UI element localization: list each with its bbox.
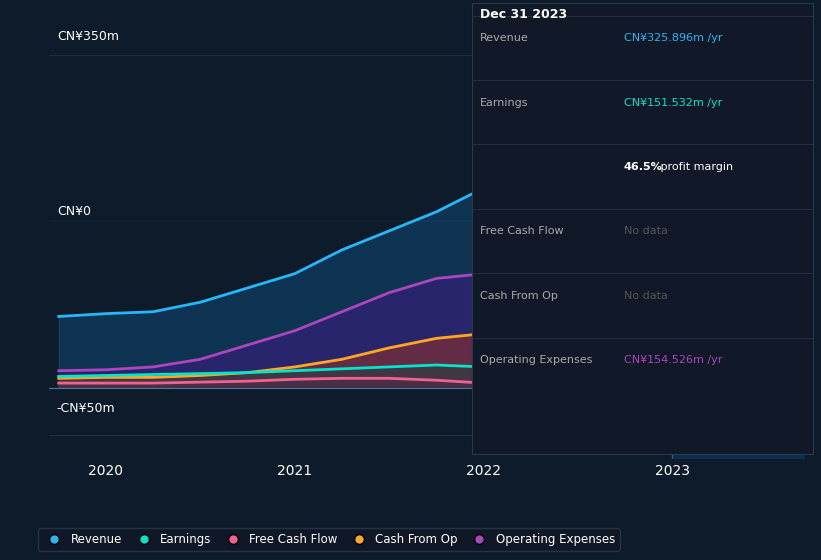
Legend: Revenue, Earnings, Free Cash Flow, Cash From Op, Operating Expenses: Revenue, Earnings, Free Cash Flow, Cash … <box>38 528 620 550</box>
Text: Dec 31 2023: Dec 31 2023 <box>480 8 567 21</box>
Text: -CN¥50m: -CN¥50m <box>57 402 116 415</box>
Text: Operating Expenses: Operating Expenses <box>480 355 593 365</box>
Text: No data: No data <box>624 226 667 236</box>
Text: CN¥325.896m /yr: CN¥325.896m /yr <box>624 33 722 43</box>
Text: CN¥350m: CN¥350m <box>57 30 119 43</box>
Text: Free Cash Flow: Free Cash Flow <box>480 226 564 236</box>
Text: CN¥0: CN¥0 <box>57 205 91 218</box>
Text: CN¥151.532m /yr: CN¥151.532m /yr <box>624 97 722 108</box>
Text: No data: No data <box>624 291 667 301</box>
Bar <box>672 17 814 459</box>
Text: Earnings: Earnings <box>480 97 529 108</box>
Text: Revenue: Revenue <box>480 33 529 43</box>
Text: 46.5%: 46.5% <box>624 162 663 172</box>
Text: CN¥154.526m /yr: CN¥154.526m /yr <box>624 355 722 365</box>
Text: Cash From Op: Cash From Op <box>480 291 558 301</box>
Text: profit margin: profit margin <box>657 162 733 172</box>
